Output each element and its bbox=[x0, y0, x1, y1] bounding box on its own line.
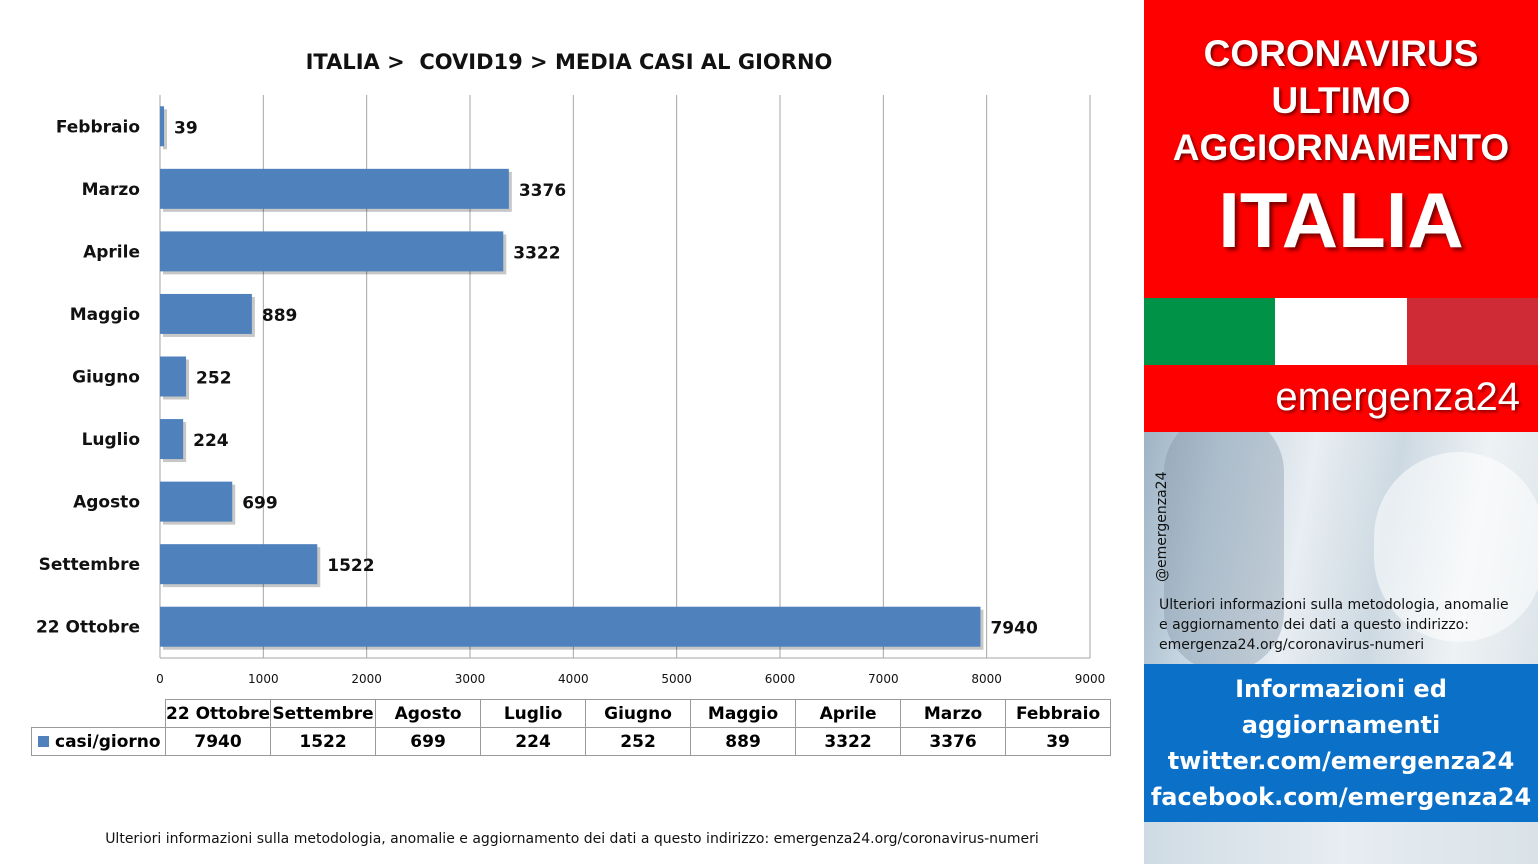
social-handle: @emergenza24 bbox=[1154, 471, 1170, 583]
methodology-note: Ulteriori informazioni sulla metodologia… bbox=[1159, 595, 1529, 655]
bars bbox=[160, 106, 984, 650]
chart-area: ITALIA > COVID19 > MEDIA CASI AL GIORNO … bbox=[31, 50, 1112, 847]
data-table-header: Febbraio bbox=[1005, 699, 1112, 728]
data-table-header: Settembre bbox=[270, 699, 377, 728]
data-table-header: Luglio bbox=[480, 699, 587, 728]
data-table-header-row: 22 Ottobre Settembre Agosto Luglio Giugn… bbox=[31, 699, 1112, 728]
x-tick-label: 2000 bbox=[351, 672, 382, 686]
x-tick-label: 8000 bbox=[971, 672, 1002, 686]
headline-line: AGGIORNAMENTO bbox=[1172, 127, 1510, 168]
category-label: Agosto bbox=[73, 493, 140, 513]
data-table-corner bbox=[31, 699, 166, 728]
headline: CORONAVIRUS ULTIMO AGGIORNAMENTO bbox=[1144, 30, 1538, 171]
italian-flag bbox=[1144, 298, 1538, 365]
bar bbox=[160, 419, 184, 460]
background-photo: @emergenza24 Ulteriori informazioni sull… bbox=[1144, 432, 1538, 664]
data-table-header: Giugno bbox=[585, 699, 692, 728]
data-table-cell: 889 bbox=[690, 727, 797, 756]
note-line: e aggiornamento dei dati a questo indiri… bbox=[1159, 617, 1469, 633]
chart-title: ITALIA > COVID19 > MEDIA CASI AL GIORNO bbox=[306, 50, 833, 74]
data-table-cell: 252 bbox=[585, 727, 692, 756]
value-label: 39 bbox=[174, 118, 198, 138]
x-tick-label: 7000 bbox=[868, 672, 899, 686]
bar bbox=[160, 544, 318, 585]
background-photo-strip bbox=[1144, 822, 1538, 864]
category-label: Luglio bbox=[82, 430, 140, 450]
category-label: Marzo bbox=[82, 180, 140, 200]
twitter-link[interactable]: twitter.com/emergenza24 bbox=[1167, 747, 1515, 775]
footnote: Ulteriori informazioni sulla metodologia… bbox=[105, 831, 1039, 847]
bar bbox=[160, 168, 509, 209]
category-label: Febbraio bbox=[56, 117, 140, 137]
brand-bar: emergenza24 bbox=[1144, 365, 1538, 432]
info-line: aggiornamenti bbox=[1241, 711, 1441, 739]
headline-line: ULTIMO bbox=[1271, 80, 1411, 121]
bar bbox=[160, 356, 187, 397]
legend-label: casi/giorno bbox=[55, 731, 161, 752]
note-line: Ulteriori informazioni sulla metodologia… bbox=[1159, 597, 1509, 613]
legend-swatch bbox=[38, 736, 49, 747]
x-tick-label: 5000 bbox=[661, 672, 692, 686]
country-title: ITALIA bbox=[1218, 176, 1464, 264]
x-tick-label: 9000 bbox=[1075, 672, 1106, 686]
data-table-header: 22 Ottobre bbox=[164, 699, 272, 728]
value-label: 7940 bbox=[990, 619, 1037, 639]
category-label: Giugno bbox=[72, 368, 140, 388]
category-label: Aprile bbox=[83, 242, 140, 262]
data-table-header: Aprile bbox=[795, 699, 902, 728]
note-line: emergenza24.org/coronavirus-numeri bbox=[1159, 637, 1425, 653]
value-label: 3376 bbox=[519, 181, 566, 201]
data-table-cell: 224 bbox=[480, 727, 587, 756]
headline-line: CORONAVIRUS bbox=[1203, 33, 1479, 74]
x-tick-label: 4000 bbox=[558, 672, 589, 686]
value-label: 699 bbox=[242, 494, 277, 514]
value-label: 3322 bbox=[513, 243, 560, 263]
data-table-values-row: casi/giorno 7940 1522 699 224 252 889 33… bbox=[31, 727, 1112, 756]
x-tick-label: 0 bbox=[156, 672, 164, 686]
bar bbox=[160, 293, 252, 334]
data-table-cell: 39 bbox=[1005, 727, 1112, 756]
flag-stripe-white bbox=[1275, 298, 1407, 365]
data-table-cell: 7940 bbox=[164, 727, 272, 756]
data-table-cell: 699 bbox=[375, 727, 482, 756]
data-table-header: Agosto bbox=[375, 699, 482, 728]
bar bbox=[160, 106, 165, 147]
category-label: Maggio bbox=[70, 305, 140, 325]
data-table-cell: 3322 bbox=[795, 727, 902, 756]
value-label: 889 bbox=[262, 306, 298, 326]
bar bbox=[160, 481, 233, 522]
data-table: 22 Ottobre Settembre Agosto Luglio Giugn… bbox=[31, 699, 1112, 756]
x-tick-label: 3000 bbox=[455, 672, 486, 686]
facebook-link[interactable]: facebook.com/emergenza24 bbox=[1150, 783, 1532, 811]
data-table-header: Marzo bbox=[900, 699, 1007, 728]
info-box: Informazioni ed aggiornamenti twitter.co… bbox=[1144, 664, 1538, 822]
value-label: 252 bbox=[196, 369, 232, 389]
category-labels: Febbraio Marzo Aprile Maggio Giugno Luglio Ago… bbox=[36, 117, 140, 637]
value-label: 224 bbox=[193, 431, 229, 451]
photo-shape bbox=[1164, 432, 1284, 664]
flag-stripe-red bbox=[1406, 298, 1538, 365]
brand-name: emergenza24 bbox=[1275, 375, 1520, 419]
info-line: Informazioni ed bbox=[1235, 675, 1447, 703]
category-label: Settembre bbox=[39, 555, 140, 575]
bar-chart: ITALIA > COVID19 > MEDIA CASI AL GIORNO … bbox=[36, 50, 1105, 686]
value-label: 1522 bbox=[327, 556, 374, 576]
bar bbox=[160, 606, 981, 647]
data-table-header: Maggio bbox=[690, 699, 797, 728]
value-labels: 39 3376 3322 889 252 224 699 1522 7940 bbox=[174, 118, 1038, 638]
photo-shape bbox=[1374, 452, 1538, 642]
data-table-cell: 1522 bbox=[270, 727, 377, 756]
category-label: 22 Ottobre bbox=[36, 618, 140, 638]
legend-entry: casi/giorno bbox=[31, 727, 166, 756]
data-table-cell: 3376 bbox=[900, 727, 1007, 756]
sidebar: CORONAVIRUS ULTIMO AGGIORNAMENTO ITALIA … bbox=[1144, 0, 1538, 864]
flag-stripe-green bbox=[1144, 298, 1276, 365]
x-tick-label: 6000 bbox=[765, 672, 796, 686]
x-axis-ticks: 0 1000 2000 3000 4000 5000 6000 7000 8000 9000 bbox=[156, 672, 1105, 686]
bar-shadow bbox=[163, 109, 168, 150]
x-tick-label: 1000 bbox=[248, 672, 279, 686]
headline-panel: CORONAVIRUS ULTIMO AGGIORNAMENTO ITALIA bbox=[1144, 0, 1538, 298]
bar bbox=[160, 231, 504, 272]
